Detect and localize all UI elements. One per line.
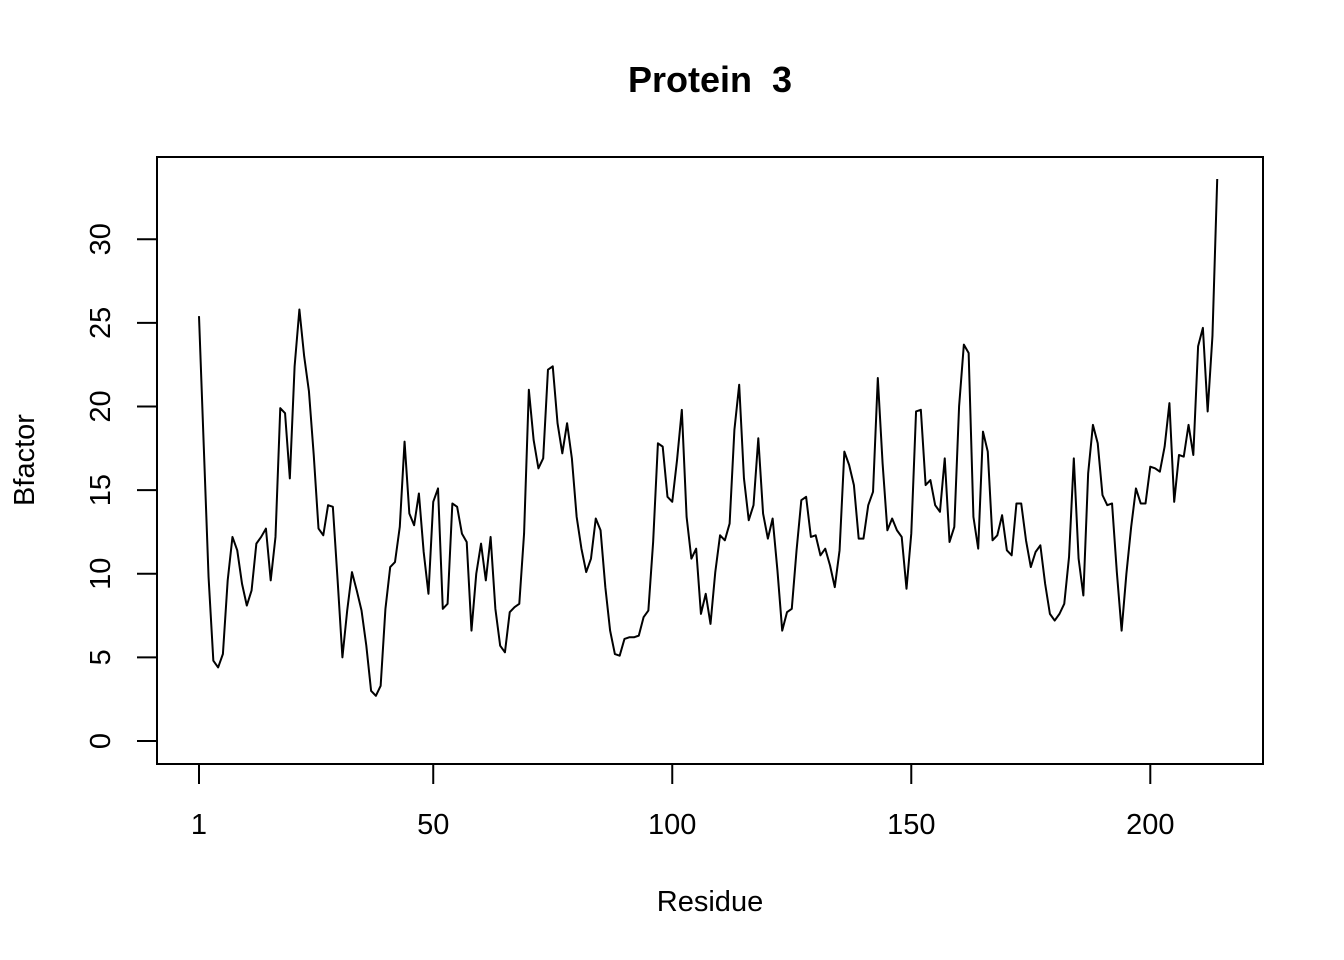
y-tick-label: 15 (85, 474, 117, 506)
x-tick-label: 50 (417, 809, 449, 841)
x-tick-label: 150 (887, 809, 935, 841)
y-tick-label: 30 (85, 223, 117, 255)
x-tick-label: 200 (1126, 809, 1174, 841)
plot-frame (156, 156, 1264, 765)
y-axis: 0 5 10 15 20 25 30 (85, 223, 158, 749)
y-tick-label: 25 (85, 307, 117, 339)
x-tick-label: 1 (191, 809, 207, 841)
x-tick-label: 100 (648, 809, 696, 841)
x-axis: 1 50 100 150 200 (191, 763, 1174, 841)
y-axis-label: Bfactor (9, 414, 41, 506)
x-axis-label: Residue (657, 886, 763, 918)
y-tick-label: 20 (85, 390, 117, 422)
y-tick-label: 0 (85, 733, 117, 749)
chart-title: Protein 3 (628, 59, 792, 100)
y-tick-label: 10 (85, 558, 117, 590)
y-tick-label: 5 (85, 649, 117, 665)
bfactor-series-line (198, 178, 1219, 697)
